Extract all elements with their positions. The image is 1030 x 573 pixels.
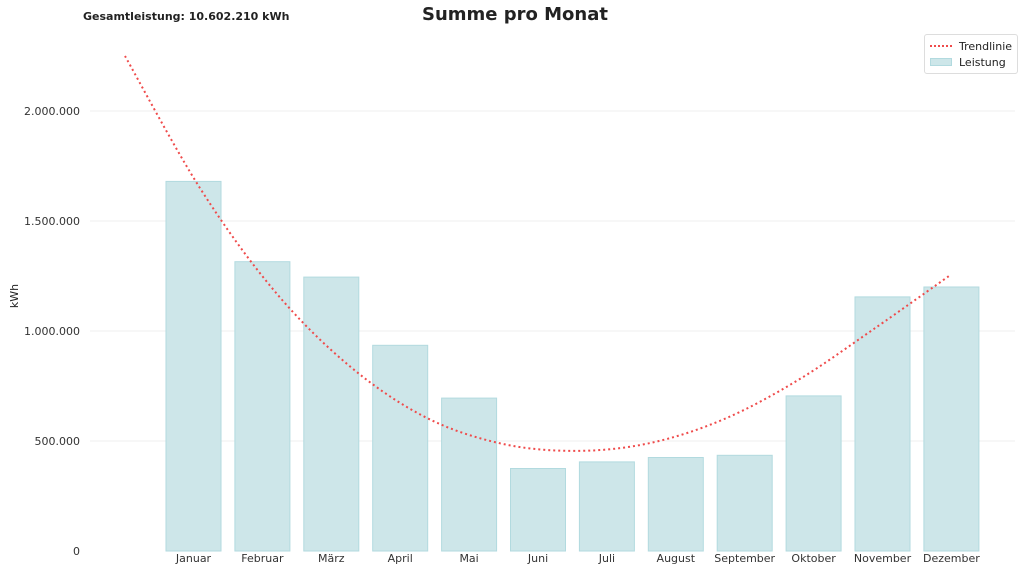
bar-mai (441, 397, 498, 552)
bar-februar (234, 261, 291, 552)
y-tick-label: 2.000.000 (24, 105, 80, 118)
x-tick-label: April (388, 552, 413, 565)
legend-item-leistung: Leistung (930, 55, 1006, 69)
x-tick-label: November (854, 552, 912, 565)
bar-august (647, 457, 704, 552)
bar-series (165, 180, 980, 552)
x-axis-ticks: Januar Februar März April Mai Juni Juli August S… (175, 552, 980, 565)
bar-januar (165, 180, 222, 552)
x-tick-label: März (318, 552, 345, 565)
x-tick-label: Januar (175, 552, 212, 565)
y-axis-label: kWh (8, 284, 21, 308)
bar-swatch (930, 58, 952, 66)
legend: Trendlinie Leistung (924, 34, 1018, 74)
y-tick-label: 0 (73, 545, 80, 558)
x-tick-label: August (657, 552, 696, 565)
bar-oktober (785, 395, 842, 552)
x-tick-label: Oktober (791, 552, 836, 565)
x-tick-label: Mai (459, 552, 478, 565)
chart-title: Summe pro Monat (421, 4, 608, 25)
x-tick-label: September (714, 552, 775, 565)
bar-dezember (923, 286, 980, 552)
x-tick-label: Juli (598, 552, 615, 565)
bar-november (854, 296, 911, 552)
y-axis-ticks: 0 500.000 1.000.000 1.500.000 2.000.000 (24, 105, 80, 558)
trend-line (124, 55, 950, 452)
x-tick-label: Februar (241, 552, 284, 565)
bar-september (716, 454, 773, 552)
x-tick-label: Dezember (923, 552, 980, 565)
y-tick-label: 1.500.000 (24, 215, 80, 228)
trend-line-series (124, 55, 950, 452)
legend-item-trend: Trendlinie (930, 39, 1012, 53)
y-tick-label: 1.000.000 (24, 325, 80, 338)
bar-april (372, 344, 429, 552)
bar-juli (578, 461, 635, 552)
bar-märz (303, 276, 360, 552)
y-tick-label: 500.000 (35, 435, 81, 448)
x-tick-label: Juni (527, 552, 548, 565)
legend-label-trend: Trendlinie (959, 39, 1013, 53)
trend-line-swatch (930, 45, 952, 47)
bar-juni (510, 468, 566, 552)
total-output-label: Gesamtleistung: 10.602.210 kWh (83, 10, 290, 23)
legend-label-leistung: Leistung (959, 55, 1006, 69)
